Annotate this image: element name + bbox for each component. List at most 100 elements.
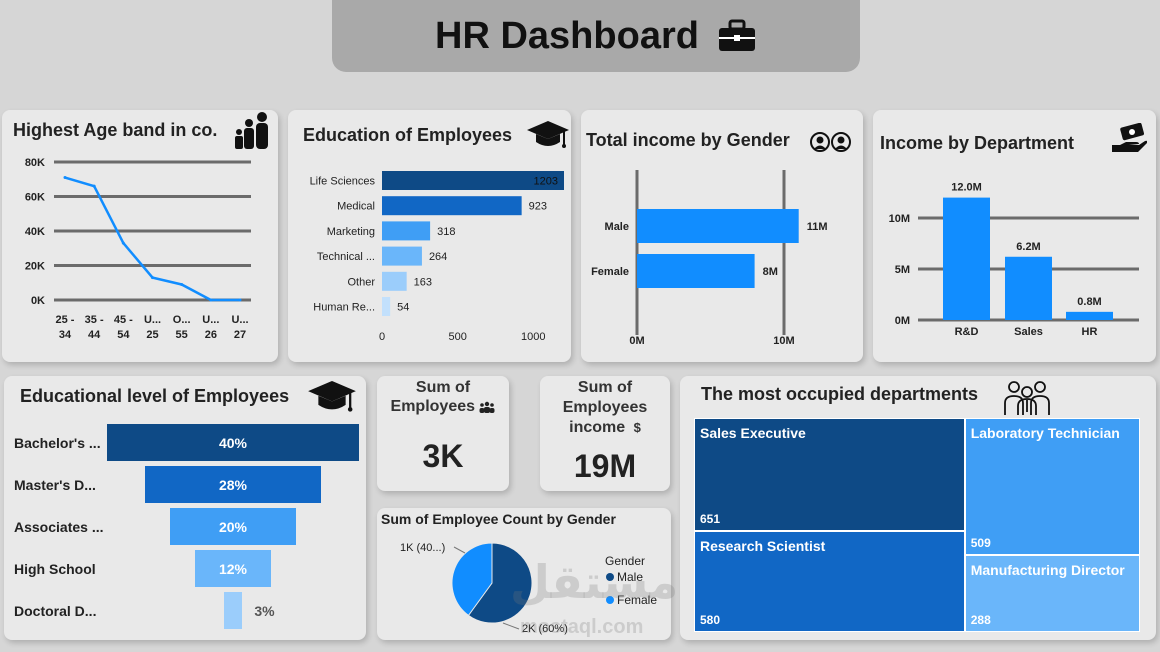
family-icon bbox=[235, 112, 268, 149]
edu-bar bbox=[382, 221, 431, 241]
age-band-chart: 80K 60K 40K 20K 0K 25 - 34 35 - 44 45 - 54 U... 25 O.… bbox=[25, 157, 251, 341]
x-tick-label: 55 bbox=[176, 329, 188, 341]
edu-value-label: 54 bbox=[397, 302, 409, 314]
x-tick-label: 26 bbox=[205, 329, 217, 341]
gender-count-card: Sum of Employee Count by Gender 2K (60%)… bbox=[377, 508, 671, 640]
gender-category-label: Female bbox=[591, 266, 629, 278]
dept-income-title: Income by Department bbox=[880, 133, 1075, 153]
x-tick-label: 10M bbox=[773, 335, 794, 347]
departments-title: The most occupied departments bbox=[701, 384, 979, 404]
users-icon bbox=[810, 132, 851, 152]
x-tick-label: 25 bbox=[146, 329, 158, 341]
x-tick-label: 25 - bbox=[56, 314, 75, 326]
gender-count-title: Sum of Employee Count by Gender bbox=[381, 511, 616, 527]
gender-income-card: Total income by Gender Male 11M Female 8M 0M… bbox=[581, 110, 863, 362]
x-tick-label: 45 - bbox=[114, 314, 133, 326]
treemap-value: 288 bbox=[970, 612, 991, 627]
treemap-cell[interactable]: Manufacturing Director 288 bbox=[964, 554, 1140, 632]
x-tick-label: 0 bbox=[379, 331, 385, 343]
x-tick-label: U... bbox=[144, 314, 161, 326]
leader-line bbox=[453, 546, 466, 554]
dept-income-value: 0.8M bbox=[1077, 296, 1101, 308]
age-point bbox=[209, 298, 213, 302]
kpi-income-title-1: Sum of bbox=[577, 379, 633, 396]
funnel-bar bbox=[144, 466, 322, 503]
edu-bar bbox=[382, 271, 407, 291]
edu-category-label: Marketing bbox=[327, 226, 375, 238]
legend-title: Gender bbox=[605, 554, 645, 568]
x-tick-label: 0M bbox=[629, 335, 644, 347]
age-point bbox=[151, 276, 154, 280]
pie-slice bbox=[467, 542, 533, 624]
dashboard-header: HR Dashboard bbox=[332, 0, 860, 72]
age-band-card: Highest Age band in co. 80K 60K 40K 20K 0K 25… bbox=[2, 110, 278, 362]
x-tick-label: 500 bbox=[448, 331, 466, 343]
edu-value-label: 163 bbox=[414, 276, 432, 288]
treemap-label: Manufacturing Director bbox=[970, 561, 1125, 578]
kpi-income-card: Sum of Employees income $ 19M bbox=[540, 376, 670, 491]
y-tick-label: 60K bbox=[25, 192, 45, 204]
edu-bar bbox=[382, 246, 422, 266]
gender-income-title: Total income by Gender bbox=[586, 130, 790, 150]
treemap-label: Sales Executive bbox=[700, 425, 806, 441]
funnel-category-label: Associates ... bbox=[14, 519, 104, 535]
x-tick-label: 54 bbox=[117, 329, 130, 341]
age-point bbox=[121, 241, 125, 245]
edu-category-label: Life Sciences bbox=[310, 176, 376, 188]
dept-income-card: Income by Department 10M 5M 0M 12.0M R&D 6.2M… bbox=[873, 110, 1156, 362]
edu-level-title: Educational level of Employees bbox=[20, 386, 290, 406]
x-tick-label: 1000 bbox=[521, 331, 545, 343]
x-tick-label: 34 bbox=[59, 329, 72, 341]
funnel-category-label: High School bbox=[14, 561, 96, 577]
edu-value-label: 1203 bbox=[534, 176, 558, 188]
funnel-category-label: Doctoral D... bbox=[14, 603, 97, 619]
education-chart: Life Sciences 1203 Medical 923 Marketing 318 T… bbox=[310, 171, 564, 343]
treemap-value: 580 bbox=[700, 612, 721, 627]
edu-value-label: 318 bbox=[437, 226, 455, 238]
edu-value-label: 923 bbox=[529, 201, 547, 213]
edu-bar bbox=[382, 297, 391, 316]
y-tick-label: 10M bbox=[889, 213, 910, 225]
funnel-bar bbox=[107, 424, 359, 461]
funnel-bar bbox=[195, 550, 271, 587]
edu-category-label: Technical ... bbox=[317, 251, 375, 263]
kpi-income-title-3: income $ bbox=[569, 419, 641, 436]
kpi-employees-title-2: Employees bbox=[377, 397, 509, 417]
age-point bbox=[92, 184, 96, 188]
treemap-value: 509 bbox=[970, 535, 991, 550]
legend-label: Female bbox=[617, 593, 657, 607]
legend-marker bbox=[606, 573, 614, 581]
treemap-value: 651 bbox=[700, 512, 721, 527]
x-tick-label: U... bbox=[231, 314, 248, 326]
departments-card: The most occupied departments Sales Exec… bbox=[680, 376, 1156, 640]
briefcase-icon bbox=[718, 19, 755, 51]
x-tick-label: O... bbox=[173, 314, 191, 326]
y-tick-label: 0K bbox=[31, 295, 45, 307]
pie-value-label: 2K (60%) bbox=[522, 623, 568, 635]
treemap-cell[interactable]: Sales Executive 651 bbox=[694, 418, 965, 532]
treemap-cell[interactable]: Research Scientist 580 bbox=[694, 531, 965, 632]
dept-income-bar bbox=[1066, 311, 1113, 320]
x-tick-label: R&D bbox=[955, 326, 979, 338]
dept-income-bar bbox=[943, 197, 990, 320]
legend-marker bbox=[606, 596, 614, 604]
dollar-icon: $ bbox=[633, 420, 641, 435]
y-tick-label: 0M bbox=[895, 315, 910, 327]
gender-income-chart: Male 11M Female 8M 0M 10M bbox=[591, 170, 827, 347]
age-point bbox=[238, 298, 242, 302]
treemap-label: Laboratory Technician bbox=[970, 425, 1120, 441]
graduation-cap-icon bbox=[527, 121, 569, 148]
education-title: Education of Employees bbox=[303, 125, 513, 145]
dept-income-bar bbox=[1005, 256, 1052, 320]
y-tick-label: 40K bbox=[25, 226, 45, 238]
gender-count-chart: 2K (60%) 1K (40...) Gender Male Female bbox=[400, 542, 657, 635]
page-title: HR Dashboard bbox=[435, 14, 699, 57]
dept-income-chart: 10M 5M 0M 12.0M R&D 6.2M Sales 0.8M HR bbox=[889, 182, 1139, 338]
edu-level-funnel: Bachelor's ... 40% Master's D... 28% Associa… bbox=[4, 376, 366, 640]
x-tick-label: 27 bbox=[234, 329, 246, 341]
y-tick-label: 20K bbox=[25, 261, 45, 273]
leader-line bbox=[502, 622, 520, 630]
edu-bar bbox=[382, 171, 564, 190]
treemap-cell[interactable]: Laboratory Technician 509 bbox=[964, 418, 1140, 555]
edu-category-label: Other bbox=[347, 276, 375, 288]
